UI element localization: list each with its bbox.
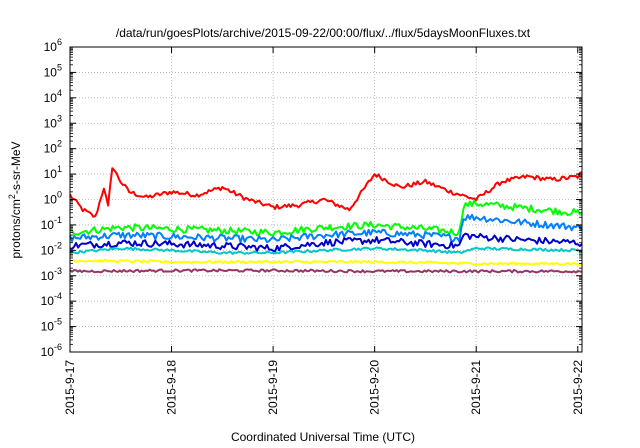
series-line-4 [69, 232, 583, 253]
y-tick-label: 103 [44, 113, 62, 130]
y-axis-label: protons/cm2-s-sr-MeV [7, 141, 23, 258]
series-line-5 [69, 246, 583, 255]
series-line-2 [69, 199, 583, 237]
x-tick-label: 2015-9-19 [266, 360, 280, 415]
series-lines [69, 167, 583, 274]
y-tick-label: 102 [44, 139, 62, 156]
x-tick-label: 2015-9-20 [368, 360, 382, 415]
x-tick-label: 2015-9-21 [469, 360, 483, 415]
y-tick-label: 10-6 [41, 342, 62, 359]
y-tick-label: 10-4 [41, 291, 62, 308]
y-tick-label: 10-3 [41, 266, 62, 283]
y-tick-label: 104 [44, 88, 62, 105]
series-line-3 [69, 213, 583, 244]
x-tick-label: 2015-9-18 [165, 360, 179, 415]
y-tick-label: 101 [44, 164, 62, 181]
y-tick-label: 106 [44, 37, 62, 54]
x-axis-ticks: 2015-9-17 2015-9-18 2015-9-19 2015-9-20 2015… [63, 47, 585, 415]
y-tick-label: 10-1 [41, 215, 62, 232]
series-line-1 [69, 167, 583, 218]
y-tick-label: 105 [44, 62, 62, 79]
x-tick-label: 2015-9-22 [571, 360, 585, 415]
x-tick-label: 2015-9-17 [63, 360, 77, 415]
y-tick-label: 100 [44, 190, 62, 207]
y-tick-label: 10-2 [41, 240, 62, 257]
x-axis-label: Coordinated Universal Time (UTC) [231, 430, 415, 444]
series-line-6 [70, 258, 583, 266]
series-line-7 [69, 268, 583, 274]
y-axis-ticks: 106 105 104 103 102 101 100 10-1 10-2 10-3 10-4 10-… [41, 37, 582, 359]
chart-title: /data/run/goesPlots/archive/2015-09-22/0… [116, 26, 531, 40]
y-tick-label: 10-5 [41, 317, 62, 334]
